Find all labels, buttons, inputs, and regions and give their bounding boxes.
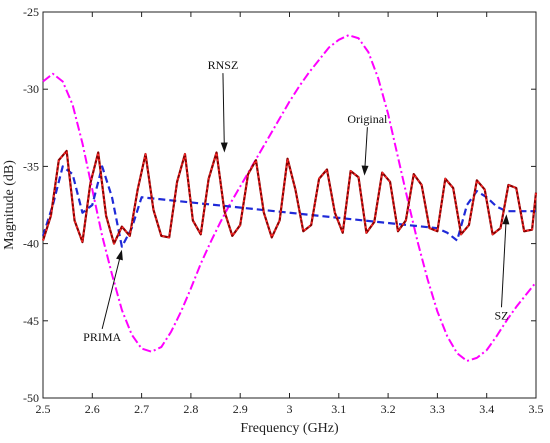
- annotation-label: RNSZ: [208, 58, 239, 72]
- y-tick-label: -30: [23, 82, 39, 96]
- x-tick-label: 2.6: [85, 402, 100, 416]
- x-tick-label: 2.7: [134, 402, 149, 416]
- annotation-arrow: [222, 73, 225, 145]
- annotation-arrowhead: [116, 249, 123, 261]
- annotation-label: PRIMA: [83, 330, 121, 344]
- y-tick-label: -25: [23, 5, 39, 19]
- plot-frame: [42, 11, 537, 399]
- y-tick-label: -40: [23, 237, 39, 251]
- y-tick-label: -35: [23, 159, 39, 173]
- annotations: RNSZ Original PRIMA SZ: [83, 58, 510, 344]
- annotation-arrowhead: [220, 142, 228, 153]
- series-line-prima: [42, 34, 537, 362]
- x-tick-label: 2.5: [36, 402, 51, 416]
- annotation-arrow: [364, 127, 368, 168]
- y-axis: -50 -45 -40 -35 -30 -25: [23, 5, 536, 405]
- x-tick-label: 3: [287, 402, 293, 416]
- x-tick-label: 3.3: [430, 402, 445, 416]
- x-tick-label: 2.8: [183, 402, 198, 416]
- y-tick-label: -50: [23, 391, 39, 405]
- annotation-label: Original: [347, 112, 388, 126]
- annotation-arrowhead: [502, 214, 510, 225]
- x-tick-label: 3.2: [381, 402, 396, 416]
- y-axis-label: Magnitude (dB): [2, 160, 17, 250]
- y-tick-label: -45: [23, 314, 39, 328]
- series-line-sz: [41, 165, 536, 248]
- x-axis: 2.5 2.6 2.7 2.8 2.9 3 3.1 3.2 3.3 3.4 3.5: [36, 12, 544, 416]
- series-group: [41, 34, 538, 362]
- annotation-arrow: [101, 257, 121, 329]
- x-tick-label: 3.5: [529, 402, 544, 416]
- annotation-arrow: [500, 222, 507, 308]
- x-axis-label: Frequency (GHz): [240, 421, 339, 436]
- annotation-label: SZ: [494, 308, 508, 322]
- plot-area: [42, 11, 537, 399]
- annotation-arrowhead: [361, 165, 369, 176]
- x-tick-label: 3.1: [331, 402, 346, 416]
- series-line-rnsz: [42, 150, 537, 245]
- x-tick-label: 2.9: [233, 402, 248, 416]
- x-tick-label: 3.4: [479, 402, 494, 416]
